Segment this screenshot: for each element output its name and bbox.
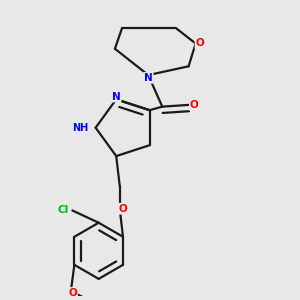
Text: O: O [118,204,127,214]
Text: Cl: Cl [58,205,69,215]
Text: O: O [190,100,199,110]
Text: N: N [144,73,153,83]
Text: N: N [112,92,121,101]
Text: O: O [68,288,77,298]
Text: NH: NH [72,123,88,133]
Text: O: O [196,38,204,49]
